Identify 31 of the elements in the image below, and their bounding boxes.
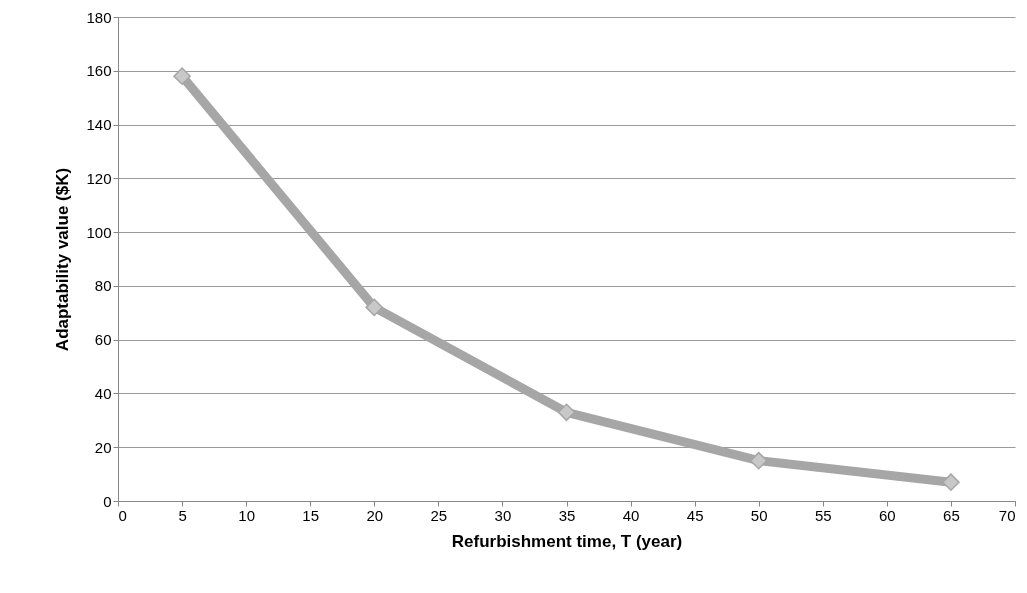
x-tick-label: 70 <box>998 506 1016 524</box>
x-tick-label: 25 <box>430 506 448 524</box>
x-tick-label: 10 <box>238 506 255 524</box>
y-tick-label: 40 <box>94 384 112 402</box>
y-tick-label: 140 <box>86 116 112 134</box>
y-tick-label: 80 <box>94 277 112 295</box>
point <box>557 403 576 422</box>
point <box>942 473 960 491</box>
x-tick-label: 30 <box>494 506 512 524</box>
y-axis-title: Adaptability value ($K) <box>53 167 73 352</box>
x-tick-label: 40 <box>622 506 640 524</box>
x-tick-label: 20 <box>366 506 384 524</box>
y-tick-label: 60 <box>94 331 112 349</box>
point <box>365 298 384 317</box>
x-tick-label: 5 <box>178 506 187 524</box>
x-tick-label: 55 <box>814 506 832 524</box>
x-tick-label: 35 <box>558 506 576 524</box>
point <box>173 67 191 85</box>
y-tick-label: 100 <box>86 223 112 241</box>
x-tick-label: 60 <box>879 506 896 524</box>
y-tick-label: 180 <box>86 8 112 26</box>
y-tick-label: 0 <box>103 492 112 510</box>
x-tick-label: 50 <box>750 506 768 524</box>
y-tick-label: 160 <box>86 62 112 80</box>
x-tick-label: 0 <box>118 506 127 524</box>
x-tick-label: 45 <box>686 506 704 524</box>
y-tick-label: 120 <box>86 169 112 187</box>
x-tick-label: 65 <box>943 506 960 524</box>
x-axis-title: Refurbishment time, T (year) <box>451 531 683 551</box>
y-tick-label: 20 <box>94 438 112 456</box>
x-tick-label: 15 <box>302 506 320 524</box>
